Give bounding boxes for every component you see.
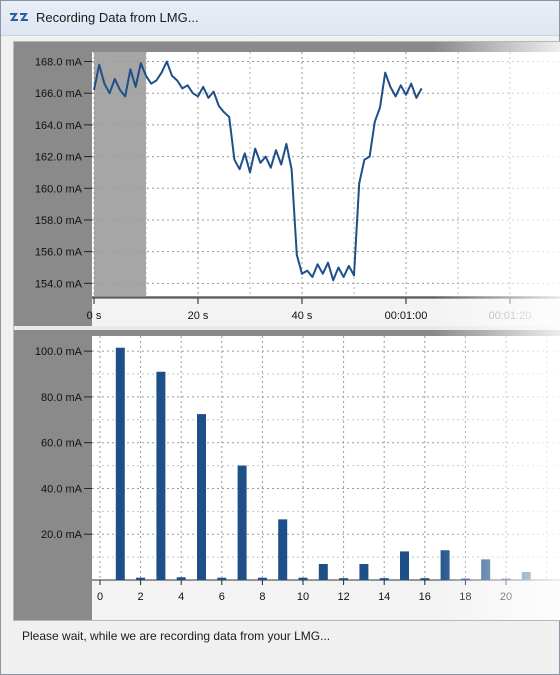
- series-line: [93, 60, 423, 282]
- x-tick-label: 40 s: [292, 310, 313, 322]
- harmonic-bar: [379, 578, 389, 580]
- x-tick-label: 4: [178, 591, 184, 603]
- x-tick-label: 6: [219, 591, 225, 603]
- y-tick-label: 156.0 mA: [35, 247, 83, 259]
- chart-area: 168.0 mA 166.0 mA 164.0 mA 162.0 mA 160.0 mA…: [13, 41, 560, 621]
- harmonic-bar: [115, 347, 125, 580]
- harmonic-bar: [278, 519, 288, 580]
- harmonic-bar: [257, 577, 267, 580]
- harmonic-bar: [318, 563, 328, 580]
- x-tick-label: 00:01:00: [385, 310, 428, 322]
- fade-overlay: [434, 42, 560, 620]
- y-tick-label: 154.0 mA: [35, 278, 83, 290]
- y-tick-label: 160.0 mA: [35, 183, 83, 195]
- x-tick-label: 16: [419, 591, 431, 603]
- y-tick-label: 168.0 mA: [35, 57, 83, 69]
- window-title: Recording Data from LMG...: [36, 10, 199, 25]
- y-tick-label: 60.0 mA: [41, 438, 83, 450]
- harmonic-bar: [420, 578, 430, 580]
- y-tick-label: 158.0 mA: [35, 215, 83, 227]
- y-tick-label: 20.0 mA: [41, 529, 83, 541]
- harmonic-bar: [156, 371, 166, 580]
- harmonic-bar: [359, 563, 369, 580]
- harmonic-bar: [197, 414, 206, 580]
- x-tick-label: 0: [97, 591, 103, 603]
- title-bar: Recording Data from LMG...: [1, 1, 559, 36]
- x-tick-label: 2: [138, 591, 144, 603]
- x-tick-label: 8: [259, 591, 265, 603]
- y-tick-label: 40.0 mA: [41, 483, 83, 495]
- y-tick-label: 100.0 mA: [35, 346, 83, 358]
- harmonic-bar: [176, 577, 186, 580]
- harmonic-bar: [339, 578, 349, 580]
- harmonic-bar: [400, 551, 409, 580]
- app-logo-icon: [10, 13, 28, 21]
- y-tick-label: 162.0 mA: [35, 152, 83, 164]
- harmonic-bar: [217, 577, 227, 580]
- x-tick-label: 10: [297, 591, 309, 603]
- x-tick-label: 20 s: [188, 310, 209, 322]
- y-tick-label: 166.0 mA: [35, 88, 83, 100]
- x-tick-label: 0 s: [87, 310, 102, 322]
- harmonic-bar: [136, 577, 146, 580]
- x-tick-label: 12: [337, 591, 349, 603]
- y-tick-label: 164.0 mA: [35, 120, 83, 132]
- x-tick-label: 14: [378, 591, 390, 603]
- y-tick-label: 80.0 mA: [41, 392, 83, 404]
- charts-canvas: 168.0 mA 166.0 mA 164.0 mA 162.0 mA 160.0 mA…: [14, 42, 560, 620]
- status-message: Please wait, while we are recording data…: [22, 629, 331, 643]
- shaded-region: [94, 52, 146, 296]
- harmonic-bar: [237, 465, 247, 580]
- harmonic-bar: [298, 577, 308, 580]
